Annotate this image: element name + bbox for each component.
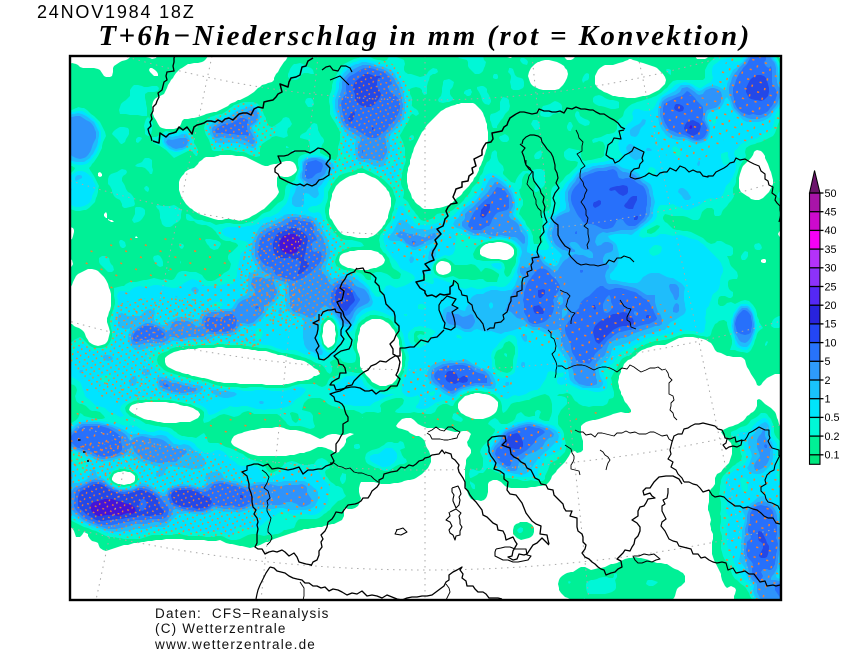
- svg-text:25: 25: [825, 281, 837, 293]
- svg-text:1: 1: [825, 394, 831, 406]
- svg-text:10: 10: [825, 337, 837, 349]
- svg-text:15: 15: [825, 319, 837, 331]
- svg-text:0.5: 0.5: [825, 412, 840, 424]
- svg-text:50: 50: [825, 188, 837, 200]
- svg-text:40: 40: [825, 225, 837, 237]
- svg-text:30: 30: [825, 263, 837, 275]
- svg-text:0.2: 0.2: [825, 431, 840, 443]
- svg-text:2: 2: [825, 375, 831, 387]
- svg-text:0.1: 0.1: [825, 450, 840, 462]
- svg-text:5: 5: [825, 356, 831, 368]
- svg-text:45: 45: [825, 207, 837, 219]
- svg-text:35: 35: [825, 244, 837, 256]
- svg-text:20: 20: [825, 300, 837, 312]
